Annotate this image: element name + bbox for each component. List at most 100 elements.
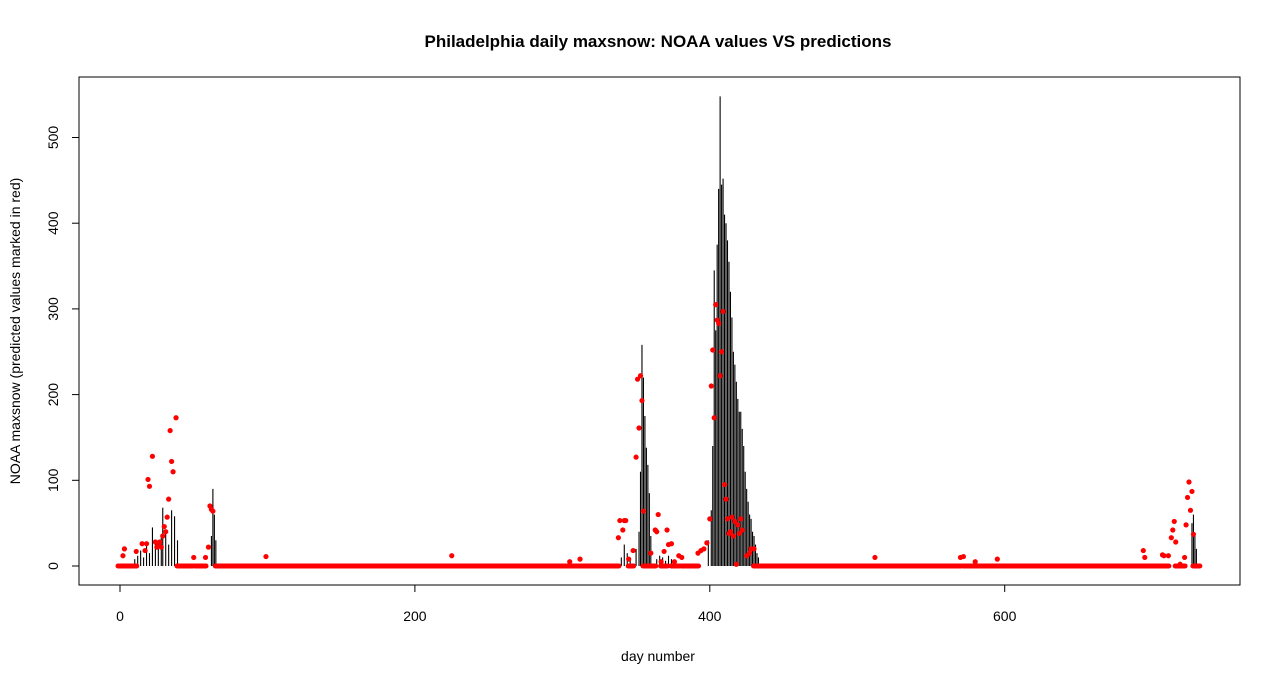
predicted-point-15 bbox=[161, 523, 167, 530]
predicted-point-54 bbox=[668, 541, 675, 547]
x-tick-label-2: 400 bbox=[698, 608, 722, 624]
predicted-point-109 bbox=[1189, 488, 1195, 495]
predicted-point-94 bbox=[1140, 547, 1146, 554]
y-axis: 0 100 200 300 400 500 bbox=[45, 126, 80, 570]
predicted-point-60 bbox=[701, 546, 707, 552]
predicted-point-35 bbox=[620, 527, 626, 533]
predicted-point-76 bbox=[727, 529, 734, 535]
predicted-point-79 bbox=[732, 518, 738, 525]
predicted-point-4 bbox=[142, 547, 148, 554]
predicted-point-37 bbox=[623, 517, 629, 524]
predicted-point-95 bbox=[1142, 554, 1148, 561]
predicted-point-14 bbox=[160, 533, 166, 539]
predicted-point-38 bbox=[626, 556, 632, 562]
predicted-point-45 bbox=[640, 508, 647, 514]
predicted-point-100 bbox=[1170, 527, 1176, 533]
predicted-point-42 bbox=[636, 425, 642, 431]
y-tick-label-4: 400 bbox=[45, 211, 61, 235]
predicted-point-31 bbox=[567, 559, 573, 565]
predicted-point-29 bbox=[263, 553, 269, 560]
predicted-point-73 bbox=[723, 496, 729, 502]
predicted-point-61 bbox=[704, 540, 710, 546]
predicted-point-69 bbox=[717, 373, 723, 379]
y-tick-label-1: 100 bbox=[45, 468, 61, 492]
predicted-point-105 bbox=[1183, 522, 1189, 528]
predicted-point-13 bbox=[158, 544, 164, 550]
predicted-point-106 bbox=[1184, 494, 1191, 501]
predicted-point-81 bbox=[735, 522, 741, 528]
predicted-point-64 bbox=[710, 347, 716, 353]
predicted-point-55 bbox=[671, 559, 678, 565]
predicted-point-91 bbox=[960, 553, 967, 560]
predicted-point-103 bbox=[1177, 561, 1183, 567]
predicted-point-70 bbox=[718, 349, 725, 355]
predicted-point-101 bbox=[1171, 518, 1177, 525]
predicted-point-86 bbox=[747, 550, 753, 556]
chart-title: Philadelphia daily maxsnow: NOAA values … bbox=[425, 32, 892, 51]
predicted-point-93 bbox=[994, 556, 1000, 562]
x-axis-label: day number bbox=[621, 648, 695, 664]
predicted-point-97 bbox=[1161, 553, 1167, 559]
predicted-point-2 bbox=[133, 548, 139, 555]
predicted-point-7 bbox=[146, 483, 153, 489]
predicted-point-17 bbox=[164, 514, 170, 520]
predicted-point-24 bbox=[202, 554, 209, 561]
predicted-point-77 bbox=[729, 514, 735, 520]
predicted-point-33 bbox=[615, 535, 621, 541]
predicted-point-71 bbox=[720, 308, 726, 315]
predicted-point-104 bbox=[1181, 554, 1188, 561]
predicted-point-89 bbox=[872, 554, 878, 561]
predicted-point-83 bbox=[738, 516, 744, 522]
x-axis: 0 200 400 600 bbox=[116, 584, 1017, 624]
predicted-point-5 bbox=[143, 541, 150, 547]
predicted-point-32 bbox=[577, 556, 583, 562]
predicted-point-18 bbox=[166, 496, 172, 502]
predicted-point-63 bbox=[708, 383, 714, 389]
predicted-point-21 bbox=[170, 469, 176, 475]
predicted-point-110 bbox=[1190, 531, 1197, 537]
x-tick-label-3: 600 bbox=[993, 608, 1017, 624]
predicted-point-40 bbox=[633, 454, 639, 460]
predicted-point-80 bbox=[733, 561, 739, 567]
predicted-point-28 bbox=[210, 508, 216, 514]
predicted-point-62 bbox=[707, 516, 713, 522]
predicted-point-78 bbox=[730, 533, 736, 539]
predicted-point-6 bbox=[145, 476, 151, 483]
predicted-point-49 bbox=[655, 511, 661, 518]
predicted-point-57 bbox=[679, 554, 685, 561]
predicted-point-82 bbox=[736, 530, 742, 537]
predicted-point-92 bbox=[972, 559, 978, 565]
observed-lines bbox=[134, 96, 1197, 566]
predicted-point-74 bbox=[724, 516, 731, 522]
predicted-point-16 bbox=[163, 529, 169, 535]
predicted-point-98 bbox=[1165, 553, 1171, 559]
x-tick-label-0: 0 bbox=[116, 608, 124, 624]
predicted-point-50 bbox=[658, 559, 664, 565]
predicted-point-8 bbox=[149, 453, 156, 459]
y-tick-label-0: 0 bbox=[45, 562, 61, 570]
y-tick-label-5: 500 bbox=[45, 126, 61, 150]
predicted-point-52 bbox=[664, 527, 670, 533]
predicted-point-46 bbox=[648, 550, 654, 556]
y-tick-label-2: 200 bbox=[45, 383, 61, 407]
predicted-point-20 bbox=[169, 458, 175, 465]
predicted-point-41 bbox=[634, 376, 641, 382]
plot-frame bbox=[78, 76, 1241, 586]
predicted-point-19 bbox=[167, 427, 173, 434]
predicted-point-23 bbox=[191, 554, 197, 561]
predicted-point-3 bbox=[139, 541, 145, 547]
predicted-point-51 bbox=[661, 548, 667, 555]
predicted-point-22 bbox=[173, 415, 179, 421]
y-tick-label-3: 300 bbox=[45, 297, 61, 321]
predicted-point-48 bbox=[654, 529, 660, 535]
predicted-point-12 bbox=[157, 539, 163, 545]
predicted-point-99 bbox=[1168, 535, 1174, 541]
predicted-point-72 bbox=[721, 481, 728, 488]
predicted-points bbox=[120, 302, 1197, 567]
predicted-point-66 bbox=[713, 302, 719, 308]
predicted-point-0 bbox=[120, 553, 126, 559]
predicted-point-43 bbox=[637, 373, 644, 379]
predicted-point-34 bbox=[617, 517, 623, 524]
predicted-point-9 bbox=[152, 539, 158, 545]
